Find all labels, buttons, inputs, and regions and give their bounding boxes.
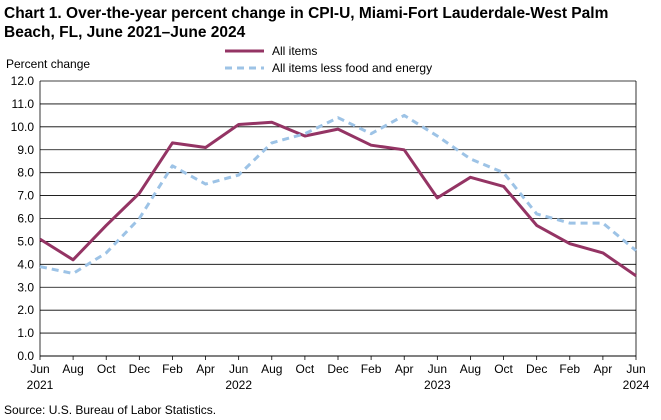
y-tick-label: 1.0 (17, 326, 34, 340)
x-tick-month: Feb (361, 362, 382, 376)
x-tick-month: Aug (62, 362, 83, 376)
legend-label-1: All items (272, 44, 317, 58)
x-tick-month: Dec (327, 362, 348, 376)
x-tick-month: Apr (594, 362, 613, 376)
x-tick-year: 2021 (27, 378, 54, 392)
x-tick-month: Jun (428, 362, 447, 376)
x-tick-month: Dec (129, 362, 150, 376)
x-tick-month: Apr (395, 362, 414, 376)
series-line-2 (39, 113, 637, 275)
x-tick-month: Oct (296, 362, 315, 376)
y-tick-label: 3.0 (17, 280, 34, 294)
x-tick-month: Jun (229, 362, 248, 376)
y-tick-label: 12.0 (11, 74, 35, 88)
y-axis-label: Percent change (6, 57, 91, 71)
x-tick-month: Aug (460, 362, 481, 376)
x-tick-month: Aug (261, 362, 282, 376)
y-tick-label: 7.0 (17, 189, 34, 203)
x-tick-year: 2023 (424, 378, 451, 392)
x-tick-month: Oct (97, 362, 116, 376)
y-tick-label: 8.0 (17, 166, 34, 180)
y-tick-label: 5.0 (17, 234, 34, 248)
x-tick-month: Dec (526, 362, 547, 376)
x-tick-month: Feb (162, 362, 183, 376)
y-tick-label: 9.0 (17, 143, 34, 157)
x-tick-year: 2024 (623, 378, 650, 392)
x-tick-month: Feb (559, 362, 580, 376)
x-tick-month: Jun (30, 362, 49, 376)
chart-title: Chart 1. Over-the-year percent change in… (4, 5, 609, 41)
y-tick-label: 2.0 (17, 303, 34, 317)
y-tick-label: 0.0 (17, 349, 34, 363)
legend-label-2: All items less food and energy (272, 61, 432, 75)
x-tick-month: Jun (626, 362, 645, 376)
series-line-1 (39, 120, 637, 278)
y-tick-label: 6.0 (17, 212, 34, 226)
x-tick-month: Apr (196, 362, 215, 376)
x-tick-year: 2022 (225, 378, 252, 392)
x-tick-month: Oct (494, 362, 513, 376)
y-tick-label: 11.0 (12, 97, 35, 111)
y-tick-label: 10.0 (11, 120, 35, 134)
y-tick-label: 4.0 (17, 257, 34, 271)
source-note: Source: U.S. Bureau of Labor Statistics. (4, 403, 217, 417)
